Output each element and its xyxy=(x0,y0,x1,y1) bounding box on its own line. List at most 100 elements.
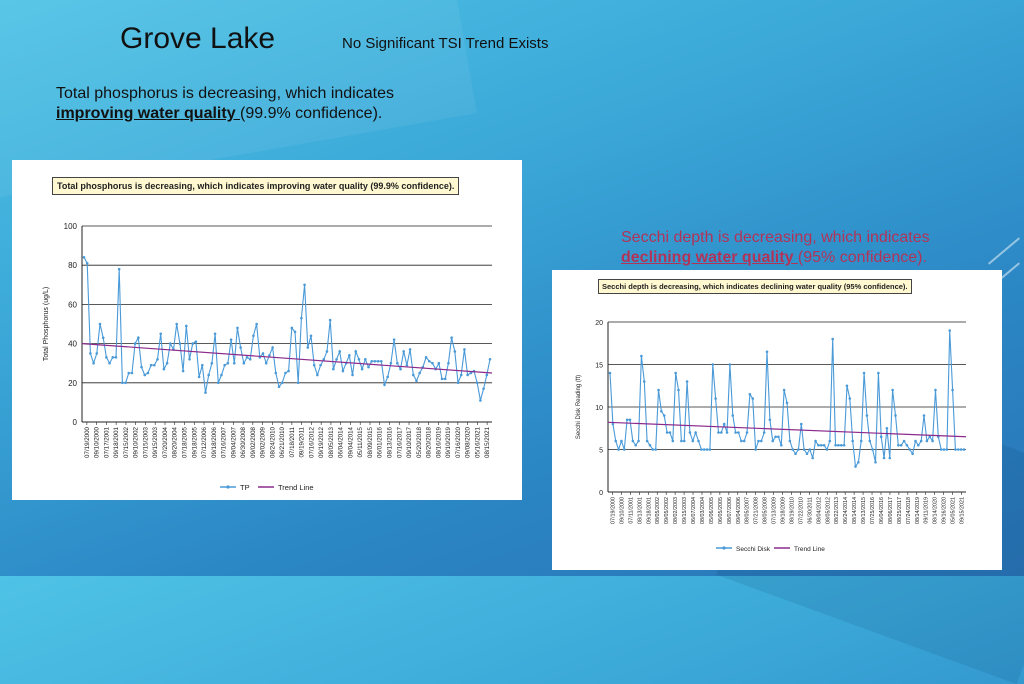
secchi-data-point xyxy=(765,350,769,354)
tp-x-tick-label: 09/04/2007 xyxy=(230,426,237,458)
tp-legend-label: TP xyxy=(240,483,250,492)
tp-data-point xyxy=(290,326,294,330)
tp-data-point xyxy=(210,361,214,365)
secchi-data-point xyxy=(628,418,632,422)
secchi-x-tick-label: 08/05/2008 xyxy=(763,497,769,524)
tp-data-point xyxy=(341,369,345,373)
tp-data-point xyxy=(383,383,386,387)
tp-x-tick-label: 06/30/2008 xyxy=(240,426,247,458)
secchi-x-tick-label: 09/10/2000 xyxy=(619,497,625,524)
tp-x-tick-label: 09/18/2006 xyxy=(211,426,218,458)
tp-data-point xyxy=(447,361,450,365)
secchi-x-tick-label: 07/25/2016 xyxy=(870,497,876,524)
secchi-x-tick-label: 07/24/2018 xyxy=(906,497,912,524)
secchi-chart-panel: 0 5 10 15 20 Secchi Disk Reading (ft) 07/19/20… xyxy=(552,270,1002,570)
secchi-data-point xyxy=(822,443,826,447)
tp-data-point xyxy=(181,369,185,373)
tp-x-tick-label: 08/20/2018 xyxy=(426,426,433,458)
secchi-chart: 0 5 10 15 20 Secchi Disk Reading (ft) 07/19/20… xyxy=(576,320,967,553)
tp-data-point xyxy=(485,373,489,377)
secchi-data-point xyxy=(674,371,677,375)
tp-y-axis-label: Total Phosphorus (ug/L) xyxy=(43,287,50,361)
tp-data-point xyxy=(137,336,140,340)
secchi-data-point xyxy=(879,435,883,439)
secchi-data-point xyxy=(882,456,886,460)
secchi-data-point xyxy=(828,439,832,443)
tp-data-point xyxy=(367,365,370,369)
tp-data-point xyxy=(121,381,124,385)
tp-x-tick-label: 07/16/2012 xyxy=(308,426,315,458)
tp-data-point xyxy=(156,357,159,361)
secchi-data-point xyxy=(951,388,954,392)
tp-data-point xyxy=(245,356,249,359)
secchi-data-point xyxy=(851,439,854,443)
tp-x-tick-label: 07/16/2017 xyxy=(396,426,403,458)
tp-x-tick-label: 07/17/2001 xyxy=(103,426,110,458)
tp-data-point xyxy=(248,357,252,361)
tp-data-point xyxy=(175,322,179,326)
tp-data-point xyxy=(418,371,421,375)
tp-data-point xyxy=(364,357,367,361)
tp-data-point xyxy=(280,381,284,385)
secchi-x-tick-label: 09/05/2002 xyxy=(664,497,670,524)
tp-data-point xyxy=(325,350,329,353)
secchi-data-point xyxy=(748,392,752,396)
tp-data-point xyxy=(386,375,390,379)
secchi-x-tick-label: 08/05/2012 xyxy=(825,497,831,524)
secchi-data-point xyxy=(657,388,660,392)
secchi-y-tick-label: 20 xyxy=(595,320,603,327)
tp-data-point xyxy=(153,363,156,367)
secchi-data-point xyxy=(959,448,963,451)
tp-data-point xyxy=(287,369,290,373)
tp-data-point xyxy=(277,385,281,389)
secchi-data-point xyxy=(694,431,697,434)
tp-x-tick-label: 07/16/2020 xyxy=(455,426,462,458)
tp-x-tick-label: 07/18/2005 xyxy=(182,426,189,458)
secchi-x-tick-label: 05/06/2005 xyxy=(709,497,715,524)
secchi-data-point xyxy=(702,448,706,451)
secchi-data-point xyxy=(919,439,923,443)
secchi-data-point xyxy=(660,409,663,413)
secchi-x-tick-label: 06/04/2016 xyxy=(879,497,885,524)
secchi-data-point xyxy=(782,388,786,392)
secchi-data-point xyxy=(942,448,946,451)
tp-data-point xyxy=(431,361,434,365)
secchi-x-tick-label: 09/18/2009 xyxy=(781,497,787,524)
tp-data-point xyxy=(140,365,143,369)
tp-x-tick-label: 07/19/2000 xyxy=(84,426,91,458)
secchi-data-point xyxy=(768,418,772,422)
secchi-data-point xyxy=(837,443,840,447)
secchi-data-point xyxy=(731,414,735,417)
tp-data-point xyxy=(165,361,169,365)
secchi-data-point xyxy=(928,435,932,439)
tp-data-point xyxy=(296,381,300,385)
secchi-data-point xyxy=(954,448,957,451)
secchi-x-tick-label: 07/22/2010 xyxy=(798,497,804,524)
secchi-legend-label: Trend Line xyxy=(794,546,825,553)
tp-data-point xyxy=(133,342,137,345)
tp-data-point xyxy=(328,318,332,322)
secchi-data-point xyxy=(757,439,760,443)
tp-data-point xyxy=(207,373,210,377)
tp-x-tick-label: 07/12/2006 xyxy=(201,426,208,458)
tp-data-point xyxy=(111,356,115,359)
secchi-x-tick-label: 08/03/2004 xyxy=(700,497,706,524)
secchi-data-point xyxy=(857,460,860,464)
secchi-data-point xyxy=(665,431,669,434)
secchi-x-tick-label: 08/06/2017 xyxy=(888,497,894,524)
tp-x-tick-label: 08/15/2021 xyxy=(484,426,491,458)
secchi-note-line1: Secchi depth is decreasing, which indica… xyxy=(621,229,930,246)
tp-legend-label: Trend Line xyxy=(278,483,314,492)
tp-data-point xyxy=(440,377,444,381)
secchi-x-tick-label: 08/04/2012 xyxy=(816,497,822,524)
tp-x-tick-label: 09/18/2005 xyxy=(191,426,198,458)
tp-x-tick-label: 07/16/2007 xyxy=(221,426,228,458)
tp-data-point xyxy=(370,359,374,363)
tp-trend-line xyxy=(81,343,493,374)
tp-x-tick-label: 08/16/2019 xyxy=(435,426,442,458)
secchi-data-point xyxy=(868,439,872,443)
tp-x-tick-label: 08/24/2010 xyxy=(269,426,276,458)
tp-data-point xyxy=(213,332,217,336)
secchi-series-line xyxy=(609,330,964,469)
secchi-data-point xyxy=(648,443,652,447)
